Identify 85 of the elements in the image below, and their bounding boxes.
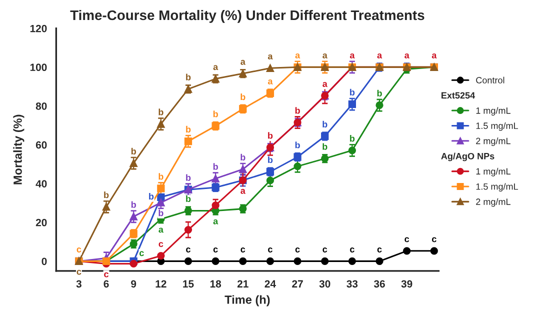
data-label: b <box>158 108 164 116</box>
x-tick-label: 21 <box>237 280 248 288</box>
data-label: c <box>295 248 300 252</box>
data-label: c <box>268 248 272 252</box>
data-label: b <box>240 94 246 100</box>
x-tick-label: 12 <box>156 280 166 288</box>
data-label: b <box>377 90 382 96</box>
data-label: b <box>322 120 328 128</box>
y-tick-label: 0 <box>42 258 47 266</box>
data-label: a <box>268 54 273 60</box>
data-label: a <box>377 53 382 58</box>
data-label: c <box>350 248 354 252</box>
data-label: b <box>186 195 191 202</box>
data-label: c <box>76 248 82 252</box>
data-label: a <box>240 188 246 194</box>
data-label: c <box>377 248 382 252</box>
data-label: a <box>240 60 246 65</box>
legend-label: 2 mg/mL <box>476 138 510 146</box>
x-tick-label: 27 <box>292 280 303 288</box>
x-tick-label: 18 <box>210 280 222 288</box>
x-tick-label: 24 <box>264 280 276 288</box>
x-tick-label: 33 <box>346 280 358 288</box>
legend-label: 2 mg/mL <box>476 198 510 207</box>
y-tick-label: 120 <box>30 24 47 32</box>
x-axis-title: Time (h) <box>224 295 270 306</box>
y-tick-label: 40 <box>36 180 47 188</box>
data-label: b <box>149 192 154 200</box>
data-label: b <box>350 135 355 142</box>
data-label: b <box>295 107 300 114</box>
data-label: a <box>213 65 218 70</box>
text: Ag/AgO NPs <box>441 152 494 162</box>
data-label: c <box>140 251 144 256</box>
data-label: c <box>240 248 246 252</box>
data-label: b <box>158 173 164 180</box>
data-label: a <box>432 53 437 58</box>
data-label: b <box>213 163 218 170</box>
data-label: c <box>404 237 410 242</box>
x-tick-label: 9 <box>131 280 136 288</box>
data-label: c <box>322 248 328 252</box>
data-label: a <box>350 53 355 58</box>
data-label: b <box>295 142 300 148</box>
data-label: b <box>268 156 273 164</box>
data-label: c <box>432 237 436 242</box>
y-tick-label: 100 <box>30 64 47 72</box>
x-tick-label: 30 <box>319 280 330 288</box>
data-label: a <box>158 228 164 233</box>
data-label: c <box>158 242 164 248</box>
x-tick-label: 36 <box>374 280 385 288</box>
data-label: c <box>186 248 190 252</box>
x-tick-label: 39 <box>401 280 412 288</box>
data-label: a <box>295 53 300 58</box>
y-tick-label: 60 <box>36 141 47 149</box>
y-axis-title: Mortality (%) <box>13 114 24 184</box>
legend-label: 1 mg/mL <box>476 168 510 176</box>
data-label: a <box>213 219 218 224</box>
data-label: b <box>268 132 273 139</box>
data-label: b <box>104 192 109 198</box>
data-label: b <box>131 148 136 154</box>
data-label: a <box>268 79 273 84</box>
data-label: b <box>213 110 218 118</box>
data-label: b <box>350 88 355 96</box>
x-tick-label: 6 <box>104 280 109 288</box>
data-label: b <box>240 154 246 160</box>
legend-label: 1.5 mg/mL <box>476 183 518 192</box>
chart-title: Time-Course Mortality (%) Under Different Treatments <box>70 10 424 23</box>
legend-label: Control <box>476 76 504 84</box>
data-label: b <box>186 74 191 80</box>
x-tick-label: 3 <box>76 280 82 288</box>
data-label: c <box>76 270 82 275</box>
data-label: b <box>322 143 328 150</box>
y-tick-label: 20 <box>36 218 47 226</box>
y-tick-label: 80 <box>36 102 47 110</box>
data-label: c <box>104 272 109 278</box>
data-label: a <box>404 53 410 58</box>
x-tick-label: 15 <box>183 280 194 288</box>
data-label: b <box>158 210 164 216</box>
data-label: b <box>131 201 136 208</box>
data-label: a <box>322 53 328 58</box>
legend-label: 1 mg/mL <box>476 107 510 116</box>
data-label: c <box>213 248 218 252</box>
data-label: a <box>322 82 328 87</box>
data-label: b <box>186 174 191 181</box>
data-label: b <box>186 126 191 133</box>
legend-label: 1.5 mg/mL <box>476 122 518 131</box>
text: Ext5254 <box>442 92 476 99</box>
